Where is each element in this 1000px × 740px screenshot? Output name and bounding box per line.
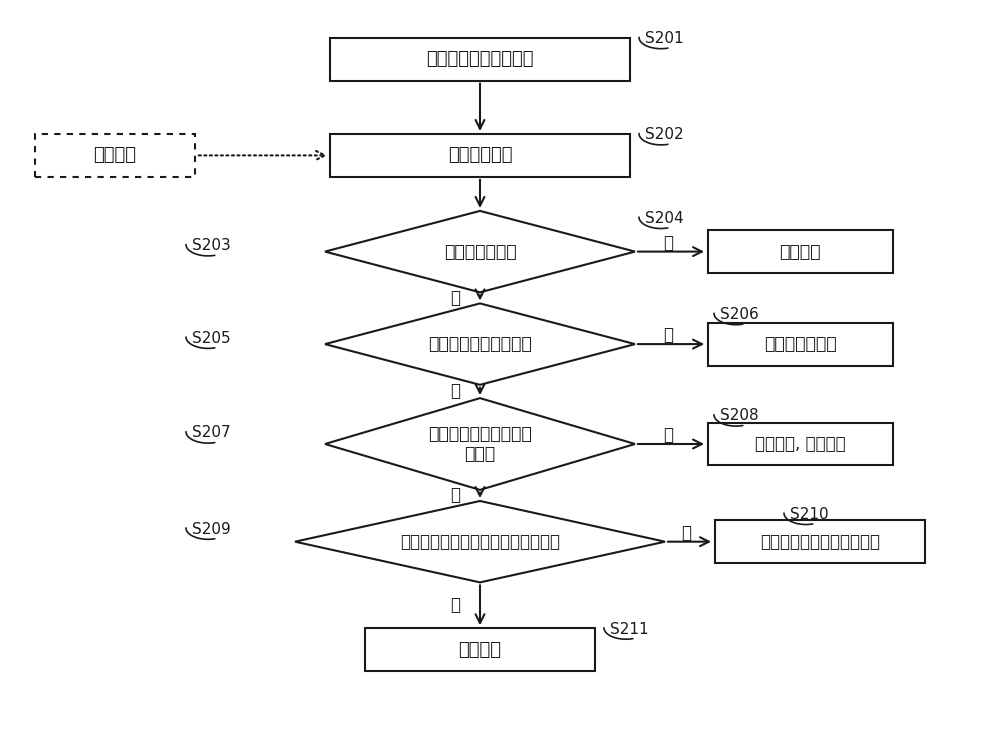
Text: S205: S205 (192, 331, 231, 346)
FancyBboxPatch shape (715, 520, 925, 563)
Text: 创建并初始化线程集合: 创建并初始化线程集合 (426, 50, 534, 68)
Text: S210: S210 (790, 507, 829, 522)
FancyBboxPatch shape (708, 323, 893, 366)
Text: 是: 是 (681, 524, 691, 542)
Text: 任务请求: 任务请求 (94, 147, 136, 164)
Polygon shape (325, 303, 635, 385)
Text: 是否可以创建空闲线程: 是否可以创建空闲线程 (428, 335, 532, 353)
Text: 返回线程, 记录位置: 返回线程, 记录位置 (755, 435, 845, 453)
Polygon shape (295, 501, 665, 582)
Text: 否: 否 (450, 596, 460, 614)
Text: 创建并返回线程: 创建并返回线程 (764, 335, 836, 353)
FancyBboxPatch shape (708, 230, 893, 273)
Text: S201: S201 (645, 31, 684, 46)
Text: 是否有空闲线程: 是否有空闲线程 (444, 243, 516, 260)
Text: 其他线程集合是否有空
闲线程: 其他线程集合是否有空 闲线程 (428, 425, 532, 463)
Text: 是: 是 (663, 326, 673, 344)
FancyBboxPatch shape (330, 38, 630, 81)
Text: S203: S203 (192, 238, 231, 253)
Text: S208: S208 (720, 408, 759, 423)
FancyBboxPatch shape (330, 134, 630, 177)
Text: S207: S207 (192, 425, 231, 440)
Text: 否: 否 (450, 383, 460, 400)
Polygon shape (325, 398, 635, 490)
FancyBboxPatch shape (35, 134, 195, 177)
Text: S211: S211 (610, 622, 649, 636)
Polygon shape (325, 211, 635, 292)
Text: 定位线程集合: 定位线程集合 (448, 147, 512, 164)
Text: S202: S202 (645, 127, 684, 142)
Text: 否: 否 (450, 486, 460, 504)
Text: 其他线程集合是否可以创建空闲线程: 其他线程集合是否可以创建空闲线程 (400, 533, 560, 551)
Text: 是: 是 (663, 426, 673, 444)
Text: S206: S206 (720, 307, 759, 322)
Text: 否: 否 (450, 289, 460, 307)
FancyBboxPatch shape (365, 628, 595, 671)
Text: 是: 是 (663, 234, 673, 252)
Text: S204: S204 (645, 211, 684, 226)
Text: 创建并返回线程，记录位置: 创建并返回线程，记录位置 (760, 533, 880, 551)
FancyBboxPatch shape (708, 423, 893, 465)
Text: 显示异常: 显示异常 (458, 641, 502, 659)
Text: S209: S209 (192, 522, 231, 536)
Text: 返回线程: 返回线程 (779, 243, 821, 260)
